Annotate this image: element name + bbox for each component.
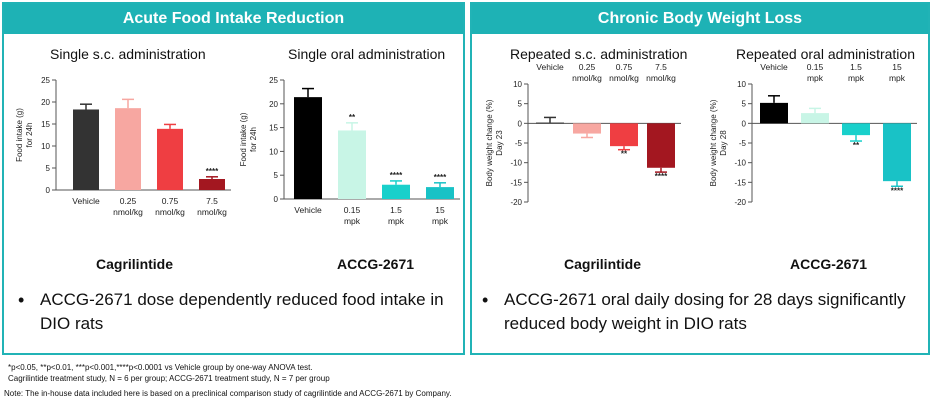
footnote-significance: *p<0.05, **p<0.01, ***p<0.001,****p<0.00… (8, 363, 313, 372)
panel-banner: Chronic Body Weight Loss (472, 4, 928, 34)
bullet-text: ACCG-2671 dose dependently reduced food … (40, 290, 444, 333)
footnote-note: Note: The in-house data included here is… (4, 389, 452, 398)
drug-label: Cagrilintide (96, 256, 174, 272)
bullet-text: ACCG-2671 oral daily dosing for 28 days … (504, 290, 906, 333)
drug-label: ACCG-2671 (337, 256, 415, 272)
drug-label: ACCG-2671 (790, 256, 868, 272)
chart-title: Repeated oral administration (736, 46, 915, 62)
bullet-point: • ACCG-2671 dose dependently reduced foo… (18, 288, 458, 336)
bullet-icon: • (18, 290, 25, 310)
chart-title: Single oral administration (288, 46, 446, 62)
footnote-sample-size: Cagrilintide treatment study, N = 6 per … (8, 374, 330, 383)
bullet-icon: • (482, 290, 489, 310)
chart-title: Repeated s.c. administration (510, 46, 688, 62)
acute-food-intake-panel: Acute Food Intake Reduction Single s.c. … (2, 2, 465, 355)
bullet-point: • ACCG-2671 oral daily dosing for 28 day… (482, 288, 922, 336)
chronic-body-weight-panel: Chronic Body Weight Loss Repeated s.c. a… (470, 2, 930, 355)
chart-title: Single s.c. administration (50, 46, 206, 62)
panel-banner: Acute Food Intake Reduction (4, 4, 463, 34)
drug-label: Cagrilintide (564, 256, 642, 272)
